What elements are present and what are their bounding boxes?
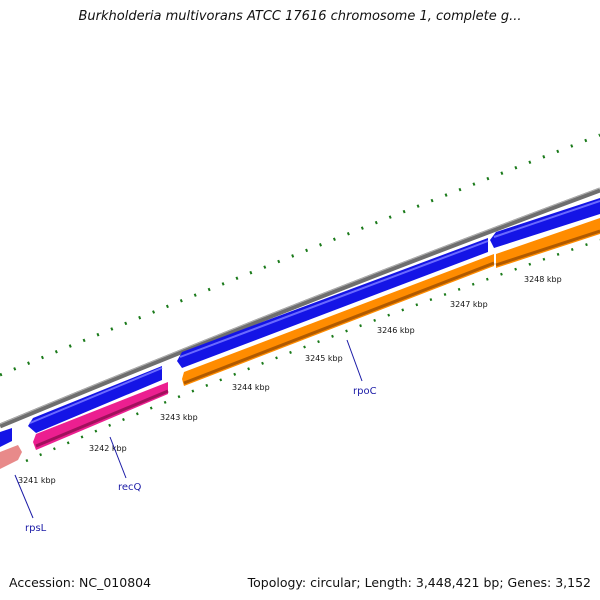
reverse-strand-track bbox=[0, 218, 600, 469]
kbp-label: 3241 kbp bbox=[18, 476, 56, 485]
forward-gene-arrow[interactable] bbox=[177, 238, 488, 368]
gene-label-rpoC[interactable]: rpoC bbox=[353, 386, 377, 397]
backbone-line bbox=[0, 187, 600, 429]
kbp-label: 3243 kbp bbox=[160, 413, 198, 422]
forward-gene-arrow[interactable] bbox=[0, 428, 12, 447]
gene-label-recQ[interactable]: recQ bbox=[118, 482, 142, 493]
recQ-leader-line bbox=[109, 436, 127, 479]
kbp-label: 3245 kbp bbox=[305, 354, 343, 363]
gene-label-rpsL[interactable]: rpsL bbox=[25, 523, 47, 534]
accession-text: Accession: NC_010804 bbox=[9, 575, 152, 590]
rpoC-leader-line bbox=[346, 339, 363, 382]
kbp-label: 3248 kbp bbox=[524, 275, 562, 284]
gene-rpsL-arrow[interactable] bbox=[0, 445, 22, 469]
kbp-label: 3246 kbp bbox=[377, 326, 415, 335]
inner-tick-ring bbox=[25, 238, 600, 463]
kbp-label: 3242 kbp bbox=[89, 444, 127, 453]
forward-strand-track bbox=[0, 198, 600, 447]
rpsL-leader-line bbox=[14, 474, 34, 519]
kbp-label: 3244 kbp bbox=[232, 383, 270, 392]
map-title: Burkholderia multivorans ATCC 17616 chro… bbox=[78, 9, 522, 24]
genome-summary-text: Topology: circular; Length: 3,448,421 bp… bbox=[247, 575, 591, 590]
kbp-label: 3247 kbp bbox=[450, 300, 488, 309]
